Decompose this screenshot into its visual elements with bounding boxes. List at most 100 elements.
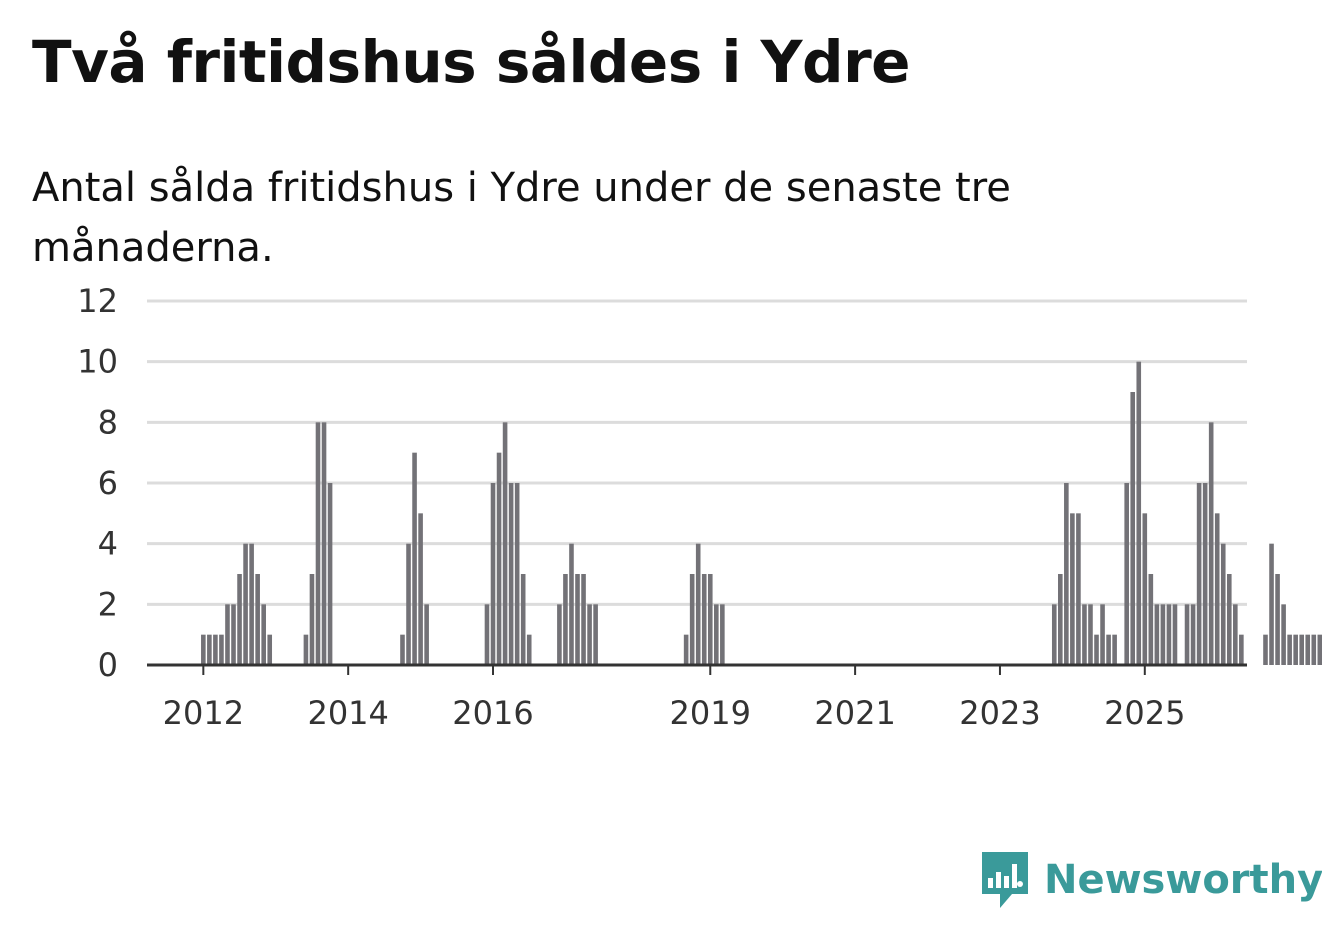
chart-subtitle: Antal sålda fritidshus i Ydre under de s… (32, 165, 1011, 271)
bar (1299, 634, 1305, 665)
bar (1311, 634, 1317, 665)
bar (707, 574, 713, 665)
chart-title: Två fritidshus såldes i Ydre (32, 28, 911, 96)
bar (321, 422, 327, 665)
bar (502, 422, 508, 665)
bar (714, 604, 719, 665)
bar (683, 634, 689, 665)
bar (1305, 634, 1311, 665)
bar (1051, 604, 1057, 665)
bar (1142, 513, 1148, 665)
bar (1263, 634, 1268, 665)
bar (514, 483, 520, 665)
bar (1058, 574, 1063, 665)
y-tick-label: 8 (98, 403, 118, 441)
bar (1172, 604, 1178, 665)
bar (1214, 513, 1220, 665)
bar (1076, 513, 1081, 665)
x-tick-label: 2019 (670, 694, 751, 732)
y-tick-label: 6 (98, 464, 118, 502)
y-tick-label: 0 (98, 646, 118, 684)
bar (695, 543, 701, 665)
x-tick-label: 2021 (814, 694, 895, 732)
bar (520, 574, 526, 665)
bar (400, 634, 405, 665)
bar (1112, 634, 1117, 665)
x-tick-label: 2012 (163, 694, 244, 732)
bar (1064, 483, 1069, 665)
bar (1184, 604, 1190, 665)
bar (1148, 574, 1154, 665)
bar (1220, 543, 1226, 665)
bar (261, 604, 266, 665)
bar (701, 574, 707, 665)
bar (1196, 483, 1202, 665)
bar (309, 574, 315, 665)
bar (207, 634, 212, 665)
bar (1130, 392, 1136, 665)
bar (1166, 604, 1172, 665)
brand-name: Newsworthy (1044, 857, 1322, 903)
bar (1136, 361, 1142, 665)
bar (581, 574, 586, 665)
bar (1239, 634, 1244, 665)
bar (424, 604, 429, 665)
bar (1160, 604, 1166, 665)
y-tick-label: 2 (98, 585, 118, 623)
bar (1100, 604, 1105, 665)
bar (201, 634, 206, 665)
x-tick-label: 2014 (307, 694, 388, 732)
x-axis-ticks: 2012 2014 2016 2019 2021 2023 2025 (163, 665, 1186, 732)
newsworthy-logo[interactable]: Newsworthy (980, 850, 1322, 910)
bar (255, 574, 260, 665)
bar (1293, 634, 1298, 665)
bar (593, 604, 598, 665)
bar (1208, 422, 1214, 665)
bar (315, 422, 321, 665)
bar (1094, 634, 1099, 665)
bar (689, 574, 695, 665)
y-axis-ticks: 0 2 4 6 8 10 12 (77, 282, 118, 684)
bar (412, 452, 417, 665)
bar (587, 604, 592, 665)
x-tick-label: 2023 (959, 694, 1040, 732)
bar (1070, 513, 1075, 665)
bar (1124, 483, 1129, 665)
bar (1287, 634, 1292, 665)
y-tick-label: 12 (77, 282, 118, 320)
y-tick-label: 4 (98, 525, 118, 563)
bar (557, 604, 562, 665)
bar (1088, 604, 1093, 665)
bar (1190, 604, 1196, 665)
bar (496, 452, 502, 665)
bar (1275, 574, 1280, 665)
bar (406, 543, 411, 665)
bar (225, 604, 230, 665)
bar (1269, 543, 1274, 665)
bar (327, 483, 333, 665)
bar (1226, 574, 1232, 665)
bar (1154, 604, 1160, 665)
bar (508, 483, 514, 665)
bar (243, 543, 248, 665)
bar (267, 634, 273, 665)
y-tick-label: 10 (77, 343, 118, 381)
bars (201, 361, 1322, 665)
bar (213, 634, 218, 665)
bar (1082, 604, 1087, 665)
bar (484, 604, 490, 665)
bar (720, 604, 725, 665)
bar (237, 574, 242, 665)
bar (1317, 634, 1322, 665)
x-tick-label: 2025 (1104, 694, 1185, 732)
bar (563, 574, 568, 665)
bar (569, 543, 574, 665)
bar (1106, 634, 1111, 665)
bar (1202, 483, 1208, 665)
bar (303, 634, 309, 665)
bar (219, 634, 224, 665)
bar (575, 574, 580, 665)
bar (490, 483, 496, 665)
x-tick-label: 2016 (452, 694, 533, 732)
